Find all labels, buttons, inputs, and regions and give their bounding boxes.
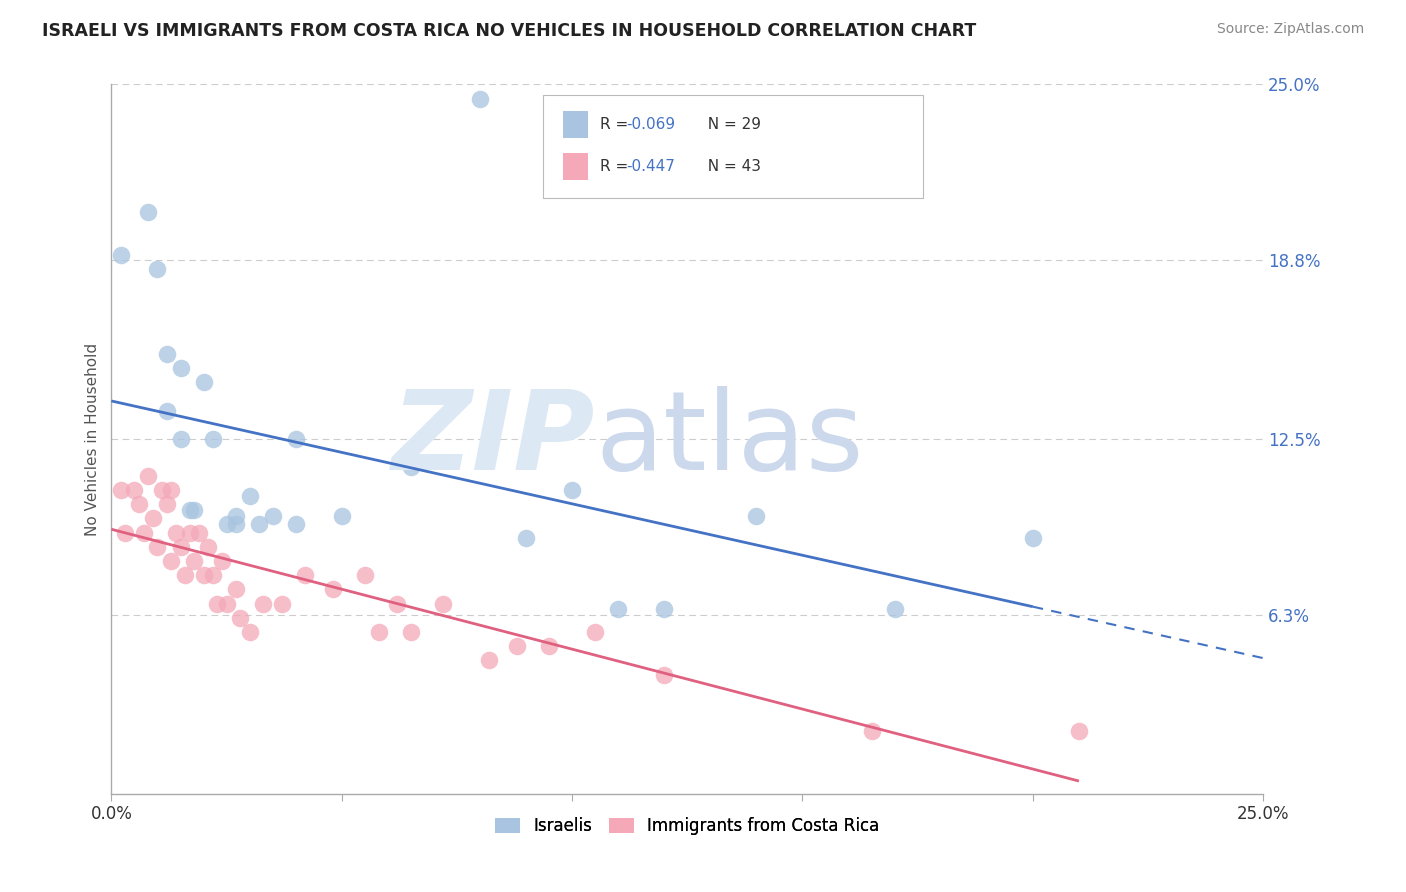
- Point: [136, 205, 159, 219]
- Point: [538, 639, 561, 653]
- Point: [399, 624, 422, 639]
- Point: [270, 597, 292, 611]
- Point: [353, 568, 375, 582]
- Point: [225, 582, 247, 597]
- Point: [156, 403, 179, 417]
- Point: [225, 508, 247, 523]
- Point: [478, 653, 501, 667]
- Point: [142, 511, 165, 525]
- Point: [1067, 724, 1090, 739]
- Point: [169, 540, 191, 554]
- Point: [150, 483, 173, 497]
- Point: [432, 597, 454, 611]
- Text: ZIP: ZIP: [392, 385, 595, 492]
- Point: [515, 532, 537, 546]
- Point: [215, 517, 238, 532]
- Point: [207, 597, 229, 611]
- Point: [652, 602, 675, 616]
- Point: [179, 503, 201, 517]
- Point: [215, 597, 238, 611]
- Point: [183, 503, 205, 517]
- Point: [294, 568, 316, 582]
- Point: [607, 602, 630, 616]
- Point: [146, 540, 169, 554]
- Point: [132, 525, 155, 540]
- Point: [506, 639, 529, 653]
- Point: [197, 540, 219, 554]
- Text: R =: R =: [600, 159, 633, 174]
- Point: [146, 261, 169, 276]
- Text: R =: R =: [600, 117, 633, 132]
- Point: [160, 483, 183, 497]
- Text: ISRAELI VS IMMIGRANTS FROM COSTA RICA NO VEHICLES IN HOUSEHOLD CORRELATION CHART: ISRAELI VS IMMIGRANTS FROM COSTA RICA NO…: [42, 22, 976, 40]
- Point: [330, 508, 353, 523]
- Point: [193, 376, 215, 390]
- Point: [169, 432, 191, 446]
- Point: [165, 525, 187, 540]
- Point: [187, 525, 209, 540]
- Text: -0.069: -0.069: [626, 117, 675, 132]
- Point: [225, 517, 247, 532]
- Point: [1022, 532, 1045, 546]
- Point: [136, 469, 159, 483]
- Point: [652, 667, 675, 681]
- Point: [174, 568, 197, 582]
- Point: [114, 525, 136, 540]
- Point: [124, 483, 146, 497]
- Text: Source: ZipAtlas.com: Source: ZipAtlas.com: [1216, 22, 1364, 37]
- Bar: [562, 153, 588, 180]
- Point: [860, 724, 883, 739]
- Point: [179, 525, 201, 540]
- Text: -0.447: -0.447: [626, 159, 675, 174]
- Point: [160, 554, 183, 568]
- Point: [229, 611, 252, 625]
- Point: [262, 508, 284, 523]
- Bar: [562, 111, 588, 137]
- Point: [110, 483, 132, 497]
- Point: [284, 517, 307, 532]
- FancyBboxPatch shape: [543, 95, 924, 198]
- Point: [239, 489, 262, 503]
- Point: [169, 361, 191, 376]
- Point: [201, 432, 224, 446]
- Point: [583, 624, 606, 639]
- Point: [156, 347, 179, 361]
- Point: [239, 624, 262, 639]
- Point: [110, 247, 132, 261]
- Point: [156, 497, 179, 511]
- Point: [322, 582, 344, 597]
- Point: [399, 460, 422, 475]
- Y-axis label: No Vehicles in Household: No Vehicles in Household: [86, 343, 100, 535]
- Point: [183, 554, 205, 568]
- Point: [561, 483, 583, 497]
- Text: N = 43: N = 43: [697, 159, 761, 174]
- Point: [211, 554, 233, 568]
- Text: N = 29: N = 29: [697, 117, 761, 132]
- Point: [883, 602, 905, 616]
- Point: [128, 497, 150, 511]
- Point: [284, 432, 307, 446]
- Point: [745, 508, 768, 523]
- Point: [193, 568, 215, 582]
- Point: [252, 597, 274, 611]
- Point: [367, 624, 389, 639]
- Legend: Israelis, Immigrants from Costa Rica: Israelis, Immigrants from Costa Rica: [488, 811, 886, 842]
- Point: [201, 568, 224, 582]
- Text: atlas: atlas: [595, 385, 863, 492]
- Point: [385, 597, 408, 611]
- Point: [468, 92, 491, 106]
- Point: [247, 517, 270, 532]
